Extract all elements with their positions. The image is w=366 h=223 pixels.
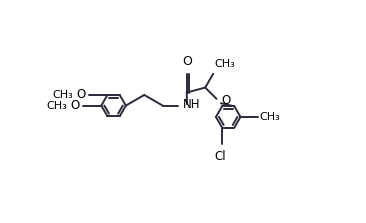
Text: O: O (182, 55, 192, 68)
Text: O: O (221, 94, 230, 107)
Text: O: O (76, 89, 86, 101)
Text: NH: NH (183, 98, 201, 111)
Text: CH₃: CH₃ (259, 112, 280, 122)
Text: CH₃: CH₃ (52, 90, 73, 100)
Text: Cl: Cl (215, 150, 227, 163)
Text: CH₃: CH₃ (46, 101, 67, 111)
Text: O: O (70, 99, 79, 112)
Text: CH₃: CH₃ (215, 59, 235, 69)
